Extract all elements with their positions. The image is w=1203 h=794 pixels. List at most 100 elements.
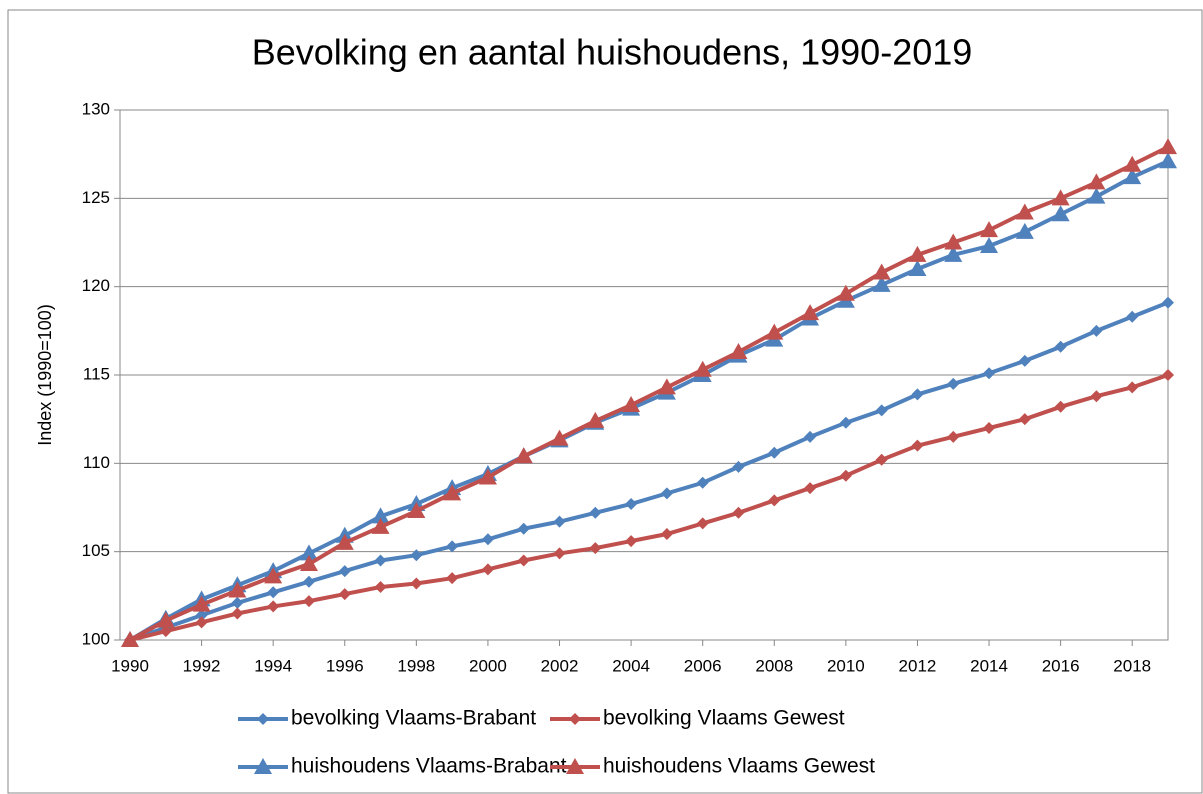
data-point — [1054, 340, 1067, 353]
y-tick-label: 110 — [83, 453, 110, 472]
data-point — [872, 275, 891, 292]
x-tick-label: 1992 — [183, 656, 221, 675]
data-point — [693, 360, 712, 377]
data-point — [1126, 310, 1139, 323]
data-point — [159, 625, 172, 638]
data-point — [410, 577, 423, 590]
data-point — [299, 555, 318, 572]
x-tick-label: 1998 — [397, 656, 435, 675]
data-point — [299, 544, 318, 561]
data-point — [192, 595, 211, 612]
data-point — [267, 586, 280, 599]
data-point — [1126, 381, 1139, 394]
x-tick-label: 2018 — [1113, 656, 1151, 675]
data-point — [732, 506, 745, 519]
legend-label: bevolking Vlaams Gewest — [603, 707, 845, 730]
data-point — [589, 506, 602, 519]
data-point — [839, 469, 852, 482]
x-tick-label: 2012 — [899, 656, 937, 675]
data-point — [875, 404, 888, 417]
data-point — [481, 533, 494, 546]
data-point — [443, 484, 462, 501]
data-point — [302, 595, 315, 608]
data-point — [1051, 189, 1070, 206]
x-tick-label: 2014 — [970, 656, 1008, 675]
data-point — [875, 453, 888, 466]
data-point — [407, 502, 426, 519]
data-point — [1159, 152, 1177, 169]
data-point — [228, 581, 247, 598]
data-point — [911, 439, 924, 452]
data-point — [267, 600, 280, 613]
data-point — [121, 631, 139, 647]
legend-label: huishoudens Vlaams Gewest — [603, 755, 875, 778]
data-point — [1123, 155, 1142, 172]
data-point — [446, 572, 459, 585]
data-point — [517, 554, 530, 567]
data-point — [657, 378, 676, 395]
y-tick-label: 130 — [82, 99, 110, 118]
y-tick-label: 100 — [82, 629, 110, 648]
data-point — [947, 377, 960, 390]
data-point — [732, 460, 745, 473]
data-point — [804, 430, 817, 443]
data-point — [514, 447, 533, 464]
data-point — [947, 430, 960, 443]
legend-label: huishoudens Vlaams-Brabant — [291, 755, 567, 778]
data-point — [446, 540, 459, 553]
data-point — [980, 221, 999, 238]
data-point — [195, 609, 208, 622]
data-point — [660, 528, 673, 540]
legend-label: bevolking Vlaams-Brabant — [291, 707, 536, 730]
data-point — [801, 304, 820, 321]
data-point — [1162, 296, 1174, 309]
data-point — [1159, 138, 1177, 155]
data-point — [729, 343, 748, 360]
data-point — [911, 388, 924, 401]
data-point — [231, 607, 244, 620]
data-point — [696, 517, 709, 530]
data-point — [625, 535, 638, 548]
y-axis-label: Index (1990=100) — [35, 304, 55, 446]
legend-marker — [569, 713, 581, 725]
data-point — [625, 497, 638, 510]
data-point — [836, 284, 855, 301]
data-point — [374, 581, 387, 593]
data-point — [980, 237, 999, 254]
chart-title: Bevolking en aantal huishoudens, 1990-20… — [252, 32, 973, 73]
x-tick-label: 1990 — [111, 656, 149, 675]
x-tick-label: 2004 — [612, 656, 650, 675]
data-point — [335, 533, 354, 550]
data-point — [660, 487, 673, 500]
data-point — [1087, 173, 1106, 190]
data-point — [944, 233, 963, 250]
data-point — [839, 416, 852, 429]
data-point — [1087, 187, 1106, 204]
legend-marker — [566, 758, 584, 774]
data-point — [622, 396, 641, 413]
data-point — [195, 616, 208, 629]
data-point — [908, 245, 927, 262]
x-tick-label: 2002 — [541, 656, 579, 675]
y-tick-label: 120 — [82, 276, 110, 295]
data-point — [302, 575, 315, 588]
data-point — [371, 507, 390, 524]
data-point — [1015, 222, 1034, 239]
data-point — [872, 263, 891, 280]
data-point — [1123, 168, 1142, 185]
x-tick-label: 2000 — [469, 656, 507, 675]
data-point — [1051, 205, 1070, 222]
data-point — [371, 517, 390, 534]
x-tick-label: 2006 — [684, 656, 722, 675]
data-point — [231, 596, 244, 609]
data-point — [1162, 369, 1174, 381]
x-tick-label: 1994 — [254, 656, 292, 675]
data-point — [1090, 324, 1103, 337]
series-line — [129, 373, 1169, 642]
data-point — [338, 565, 351, 578]
data-point — [550, 429, 569, 446]
x-tick-label: 2010 — [827, 656, 865, 675]
data-point — [983, 422, 996, 434]
